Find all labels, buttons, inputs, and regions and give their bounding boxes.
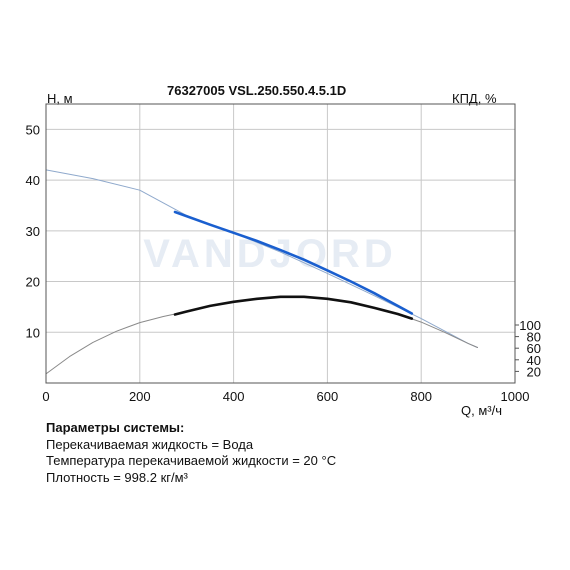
series-group — [45, 169, 478, 375]
y-right-tick-label: 80 — [527, 330, 541, 345]
x-tick-label: 800 — [410, 389, 432, 404]
series-efficiency-full — [45, 296, 478, 375]
y-left-tick-label: 30 — [26, 224, 40, 239]
y-left-tick-label: 20 — [26, 275, 40, 290]
watermark: VANDJORD — [143, 232, 397, 276]
plot-frame — [45, 103, 516, 384]
params-header: Параметры системы: — [46, 420, 185, 435]
y-axis-right-label: КПД, % — [452, 91, 497, 106]
system-parameters: Параметры системы: Перекачиваемая жидкос… — [46, 420, 336, 486]
y-right-tick-label: 20 — [527, 364, 541, 379]
series-head-full — [45, 169, 478, 348]
y-left-tick-label: 40 — [26, 173, 40, 188]
x-axis-label: Q, м³/ч — [461, 403, 502, 418]
y-right-tick-label: 40 — [527, 353, 541, 368]
params-temperature: Температура перекачиваемой жидкости = 20… — [46, 453, 337, 468]
y-right-tick-label: 100 — [519, 318, 541, 333]
watermark-text: VANDJORD — [143, 232, 397, 276]
y-left-tick-label: 50 — [26, 122, 40, 137]
params-density: Плотность = 998.2 кг/м³ — [46, 469, 188, 485]
series-head-working — [173, 210, 414, 315]
y-left-tick-label: 10 — [26, 325, 40, 340]
y-right-tick-label: 60 — [527, 341, 541, 356]
x-tick-label: 600 — [317, 389, 339, 404]
chart-area: H, м 76327005 VSL.250.550.4.5.1D КПД, % … — [26, 83, 541, 418]
chart-title: 76327005 VSL.250.550.4.5.1D — [167, 83, 347, 98]
plot-svg: VANDJORD 0 200 400 600 800 100010203040502040… — [26, 103, 541, 404]
x-tick-label: 0 — [42, 389, 49, 404]
x-tick-label: 400 — [223, 389, 245, 404]
y-axis-left-label: H, м — [47, 91, 73, 106]
axes — [45, 103, 516, 384]
x-tick-label: 200 — [129, 389, 151, 404]
params-liquid: Перекачиваемая жидкость = Вода — [46, 436, 254, 452]
series-efficiency-working — [173, 295, 414, 320]
x-tick-label: 1000 — [501, 389, 530, 404]
